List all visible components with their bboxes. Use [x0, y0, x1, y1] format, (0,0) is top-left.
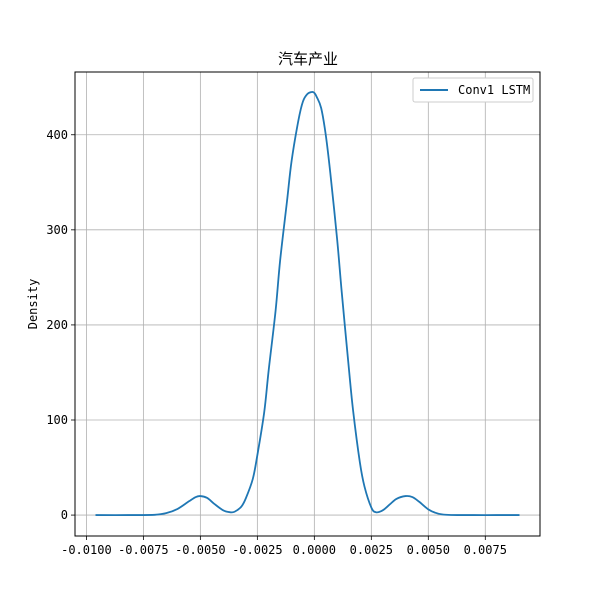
chart-title: 汽车产业	[278, 50, 338, 68]
y-axis-label: Density	[26, 279, 40, 330]
x-tick-label: -0.0075	[118, 543, 169, 557]
x-tick-label: 0.0000	[293, 543, 336, 557]
y-tick-label: 400	[46, 128, 68, 142]
x-tick-label: -0.0050	[175, 543, 226, 557]
y-tick-label: 0	[61, 508, 68, 522]
y-tick-label: 300	[46, 223, 68, 237]
series-line-conv1-lstm	[95, 91, 520, 517]
y-tick-label: 100	[46, 413, 68, 427]
series-layer	[95, 91, 520, 517]
x-tick-label: 0.0075	[464, 543, 507, 557]
ticks: -0.0100 -0.0075 -0.0050 -0.0025 0.0000 0.0025…	[46, 128, 507, 557]
plot-frame	[74, 71, 541, 537]
x-tick-label: 0.0025	[350, 543, 393, 557]
legend-box	[412, 77, 534, 103]
legend-label-conv1-lstm: Conv1 LSTM	[458, 83, 530, 97]
x-tick-label: -0.0025	[232, 543, 283, 557]
x-tick-label: 0.0050	[407, 543, 450, 557]
y-tick-label: 200	[46, 318, 68, 332]
x-tick-label: -0.0100	[61, 543, 112, 557]
legend: Conv1 LSTM	[412, 77, 534, 103]
